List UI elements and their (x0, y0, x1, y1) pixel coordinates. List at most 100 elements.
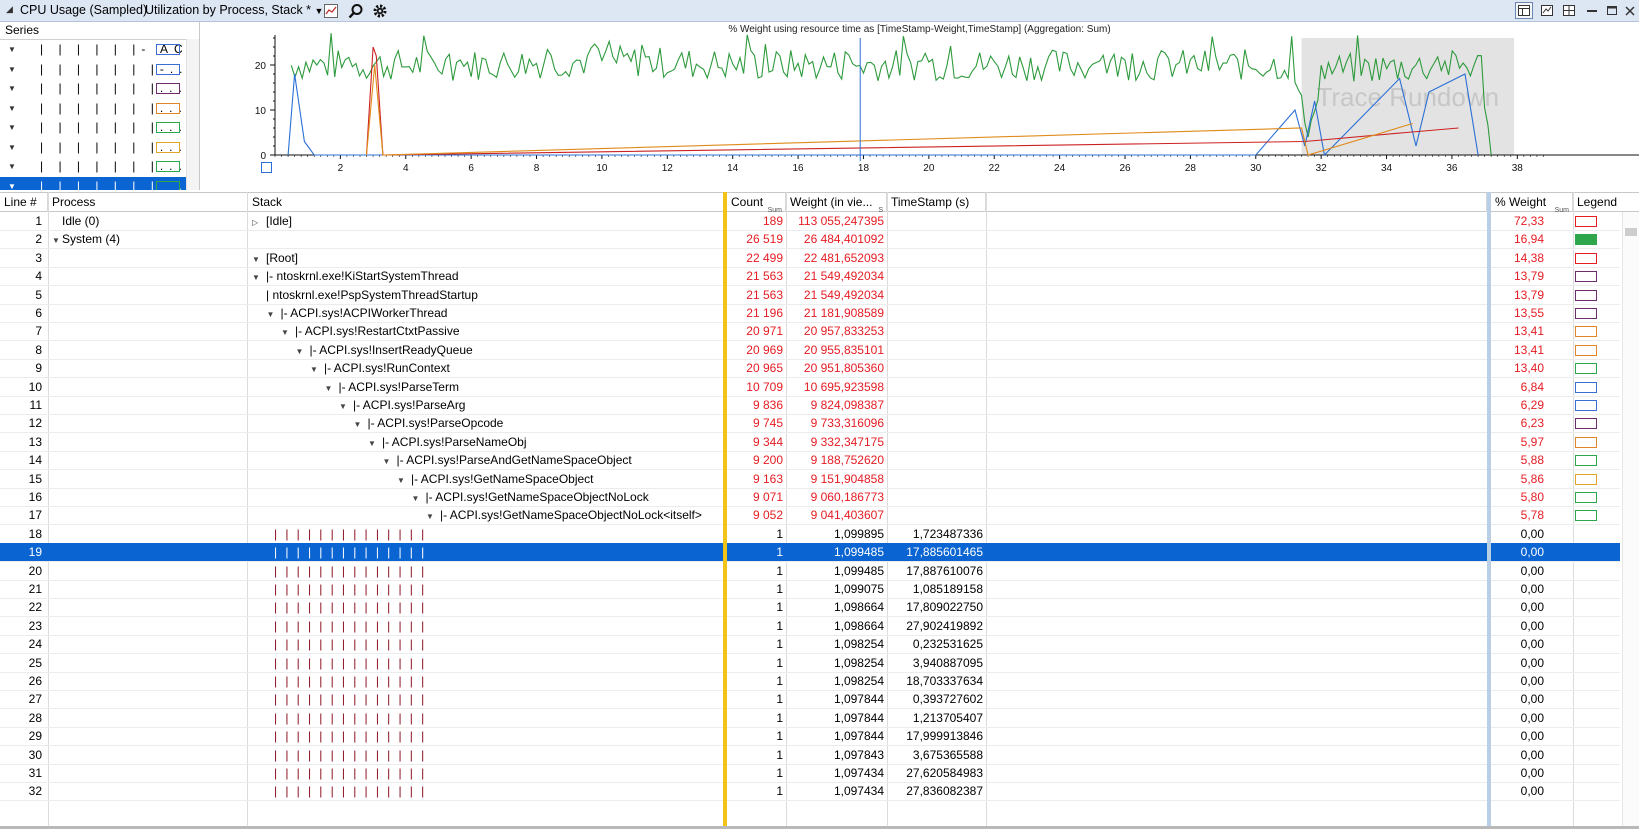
column-header-stack[interactable]: Stack (248, 193, 726, 212)
expand-arrow-icon[interactable]: ▼ (339, 402, 347, 411)
table-row[interactable]: 8 ▼ |- ACPI.sys!InsertReadyQueue 20 969 20 9… (0, 341, 1620, 360)
table-row[interactable]: 31 |||||||||||||| 1 1,097434 27,620584983 0,0… (0, 764, 1620, 783)
legend-color-swatch[interactable] (1575, 289, 1597, 301)
table-row[interactable]: 21 |||||||||||||| 1 1,099075 1,085189158 0,00 (0, 580, 1620, 599)
expand-arrow-icon[interactable]: ▼ (324, 383, 333, 393)
expand-arrow-icon[interactable]: ▼ (8, 103, 16, 113)
legend-color-swatch[interactable] (1575, 271, 1597, 283)
series-row[interactable]: ▼ | | | | | | |... (0, 99, 199, 119)
series-row[interactable]: ▼ | | | | | | |... (0, 176, 199, 191)
collapse-triangle-icon[interactable]: ◢ (6, 4, 13, 14)
table-row[interactable]: 17 ▼ |- ACPI.sys!GetNameSpaceObjectNoLock<… (0, 506, 1620, 526)
legend-color-swatch[interactable] (1575, 363, 1597, 375)
column-header-count[interactable]: Count Sum (727, 193, 786, 214)
table-row[interactable]: 22 |||||||||||||| 1 1,098664 17,809022750 0,0… (0, 598, 1620, 618)
table-scrollbar[interactable] (1622, 212, 1639, 826)
series-color-swatch[interactable] (156, 180, 180, 190)
series-row[interactable]: ▼ | | | | | |- AC... (0, 40, 199, 60)
table-row[interactable]: 24 |||||||||||||| 1 1,098254 0,232531625 0,00 (0, 635, 1620, 655)
column-header-process[interactable]: Process (48, 193, 248, 212)
table-icon[interactable] (1515, 2, 1533, 19)
column-header-legend[interactable]: Legend (1573, 193, 1639, 212)
table-row[interactable]: 5 | ntoskrnl.exe!PspSystemThreadStartup 21… (0, 286, 1620, 305)
expand-arrow-icon[interactable]: ▼ (397, 475, 405, 485)
legend-color-swatch[interactable] (1575, 455, 1597, 467)
expand-arrow-icon[interactable]: ▼ (8, 123, 16, 132)
table-row[interactable]: 25 |||||||||||||| 1 1,098254 3,940887095 0,00 (0, 654, 1620, 673)
expand-arrow-icon[interactable]: ▼ (295, 346, 304, 356)
legend-color-swatch[interactable] (1575, 492, 1597, 503)
close-icon[interactable] (1621, 2, 1639, 19)
table-row[interactable]: 20 |||||||||||||| 1 1,099485 17,887610076 0,0… (0, 562, 1620, 581)
gear-icon[interactable] (372, 3, 388, 19)
expand-arrow-icon[interactable]: ▼ (411, 494, 420, 503)
table-row[interactable]: 30 |||||||||||||| 1 1,097843 3,675365588 0,00 (0, 746, 1620, 765)
table-row[interactable]: 1 Idle (0) ▷ [Idle] 189 113 055,247395 72,33 (0, 212, 1620, 231)
series-color-swatch[interactable] (156, 141, 180, 153)
table-row[interactable]: 32 |||||||||||||| 1 1,097434 27,836082387 0,0… (0, 782, 1620, 802)
table-row[interactable]: 29 |||||||||||||| 1 1,097844 17,999913846 0,0… (0, 727, 1620, 747)
table-row[interactable]: 4 ▼ |- ntoskrnl.exe!KiStartSystemThread 21 … (0, 267, 1620, 287)
pivot-divider-bar[interactable] (723, 192, 727, 826)
legend-color-swatch[interactable] (1575, 344, 1597, 356)
table-row[interactable]: 3 ▼ [Root] 22 499 22 481,652093 14,38 (0, 249, 1620, 268)
legend-color-swatch[interactable] (1575, 473, 1597, 485)
legend-color-swatch[interactable] (1575, 308, 1597, 319)
expand-arrow-icon[interactable]: ▼ (353, 420, 362, 430)
series-color-swatch[interactable] (156, 122, 180, 133)
series-row[interactable]: ▼ | | | | | | |-... (0, 60, 199, 80)
expand-arrow-icon[interactable]: ▼ (52, 236, 60, 246)
legend-color-swatch[interactable] (1575, 510, 1597, 522)
legend-color-swatch[interactable] (1575, 252, 1597, 264)
graph-settings-icon[interactable] (323, 3, 339, 19)
graph-divider-bar[interactable] (1487, 192, 1491, 826)
table-row[interactable]: 2 ▼ System (4) 26 519 26 484,401092 16,94 (0, 230, 1620, 250)
preset-selector[interactable]: Utilization by Process, Stack * ▼ (145, 3, 323, 17)
chart-icon[interactable] (1538, 2, 1556, 19)
series-row[interactable]: ▼ | | | | | | |... (0, 138, 199, 158)
column-header-line[interactable]: Line # (0, 193, 48, 212)
legend-color-swatch[interactable] (1575, 381, 1597, 393)
legend-color-swatch[interactable] (1575, 326, 1597, 338)
series-color-swatch[interactable] (156, 161, 180, 172)
series-row[interactable]: ▼ | | | | | | |... (0, 157, 199, 177)
expand-arrow-icon[interactable]: ▼ (8, 181, 16, 191)
series-color-swatch[interactable] (156, 44, 180, 55)
series-scrollbar[interactable] (186, 39, 199, 190)
column-header-weight[interactable]: Weight (in vie... S (786, 193, 887, 214)
expand-arrow-icon[interactable]: ▼ (8, 162, 16, 171)
legend-color-swatch[interactable] (1575, 216, 1597, 227)
table-row[interactable]: 18 |||||||||||||| 1 1,099895 1,723487336 0,00 (0, 525, 1620, 544)
expand-arrow-icon[interactable]: ▷ (252, 218, 259, 227)
table-row[interactable]: 12 ▼ |- ACPI.sys!ParseOpcode 9 745 9 733,316… (0, 414, 1620, 434)
expand-arrow-icon[interactable]: ▼ (368, 438, 376, 448)
series-row[interactable]: ▼ | | | | | | |... (0, 118, 199, 138)
minimize-icon[interactable] (1583, 2, 1601, 19)
column-header-timestamp[interactable]: TimeStamp (s) (887, 193, 986, 212)
table-row[interactable]: 10 ▼ |- ACPI.sys!ParseTerm 10 709 10 695,923… (0, 378, 1620, 397)
table-row[interactable]: 27 |||||||||||||| 1 1,097844 0,393727602 0,00 (0, 690, 1620, 710)
table-row[interactable]: 28 |||||||||||||| 1 1,097844 1,213705407 0,00 (0, 709, 1620, 728)
expand-arrow-icon[interactable]: ▼ (382, 457, 391, 467)
legend-color-swatch[interactable] (1575, 418, 1597, 430)
table-row[interactable]: 23 |||||||||||||| 1 1,098664 27,902419892 0,0… (0, 617, 1620, 636)
column-header-pct-weight[interactable]: % Weight Sum (1491, 193, 1573, 214)
series-color-swatch[interactable] (156, 102, 180, 114)
legend-color-swatch[interactable] (1575, 400, 1597, 411)
expand-arrow-icon[interactable]: ▼ (8, 45, 16, 54)
table-row[interactable]: 9 ▼ |- ACPI.sys!RunContext 20 965 20 951,805… (0, 359, 1620, 379)
chart-area[interactable]: Trace Rundown 0 10 20 2 4 6 8 10 12 14 16 18 20 22 24 26… (200, 22, 1639, 190)
expand-arrow-icon[interactable]: ▼ (310, 365, 318, 375)
table-row[interactable]: 11 ▼ |- ACPI.sys!ParseArg 9 836 9 824,098387… (0, 396, 1620, 415)
table-row[interactable]: 14 ▼ |- ACPI.sys!ParseAndGetNameSpaceObjec… (0, 451, 1620, 471)
expand-arrow-icon[interactable]: ▼ (8, 84, 16, 93)
table-row[interactable]: 15 ▼ |- ACPI.sys!GetNameSpaceObject 9 163 9 … (0, 470, 1620, 489)
expand-arrow-icon[interactable]: ▼ (252, 273, 260, 283)
series-row[interactable]: ▼ | | | | | | |... (0, 79, 199, 99)
expand-arrow-icon[interactable]: ▼ (281, 328, 289, 338)
table-row[interactable]: 19 |||||||||||||| 1 1,099485 17,885601465 0,0… (0, 543, 1620, 563)
restore-icon[interactable] (1603, 2, 1621, 19)
table-row[interactable]: 7 ▼ |- ACPI.sys!RestartCtxtPassive 20 971 20… (0, 322, 1620, 342)
expand-arrow-icon[interactable]: ▼ (252, 254, 260, 264)
